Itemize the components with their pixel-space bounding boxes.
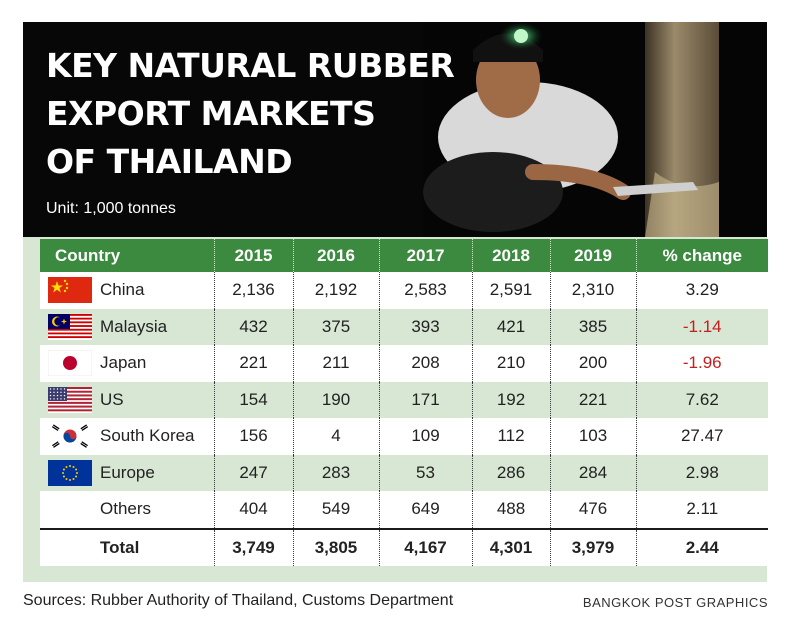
- value-cell: 375: [292, 308, 379, 345]
- table-row: Japan 221 211 208 210 200 -1.96: [40, 345, 768, 382]
- value-cell: 488: [471, 491, 550, 529]
- country-cell: Japan: [40, 345, 214, 382]
- column-header: Country: [40, 239, 214, 272]
- total-value: 3,805: [292, 527, 379, 566]
- header-row: Country 2015 2016 2017 2018 2019% change: [40, 239, 768, 272]
- value-cell: 2,583: [378, 272, 472, 309]
- value-cell: 112: [471, 418, 550, 455]
- value-cell: 154: [213, 381, 293, 418]
- country-cell: Malaysia: [40, 308, 214, 345]
- total-value: 3,979: [549, 527, 636, 566]
- source-note: Sources: Rubber Authority of Thailand, C…: [23, 592, 454, 609]
- japan-flag-icon: [48, 350, 92, 377]
- total-label: Total: [40, 527, 214, 566]
- column-header: 2016: [292, 239, 379, 272]
- country-cell: Others: [40, 491, 214, 529]
- country-name: South Korea: [100, 426, 195, 446]
- value-cell: 103: [549, 418, 636, 455]
- unit-label: Unit: 1,000 tonnes: [46, 200, 176, 217]
- table-row: China 2,136 2,192 2,583 2,591 2,310 3.29: [40, 272, 768, 309]
- total-value: 4,167: [378, 527, 472, 566]
- value-cell: 210: [471, 345, 550, 382]
- title-line-2: EXPORT MARKETS: [46, 94, 376, 133]
- value-cell: 221: [549, 381, 636, 418]
- total-value: 4,301: [471, 527, 550, 566]
- total-value: 3,749: [213, 527, 293, 566]
- table-row: Malaysia 432 375 393 421 385 -1.14: [40, 308, 768, 345]
- country-name: Others: [100, 499, 152, 519]
- value-cell: 2,136: [213, 272, 293, 309]
- value-cell: 286: [471, 454, 550, 491]
- column-header: 2017: [378, 239, 472, 272]
- total-label-text: Total: [100, 537, 140, 557]
- value-cell: 221: [213, 345, 293, 382]
- country-name: Malaysia: [100, 316, 168, 336]
- column-header: % change: [635, 239, 768, 272]
- pct-change-cell: 2.11: [635, 491, 768, 529]
- pct-change-cell: -1.14: [635, 308, 768, 345]
- pct-change-cell: -1.96: [635, 345, 768, 382]
- country-name: Japan: [100, 353, 147, 373]
- column-header: 2019: [549, 239, 636, 272]
- south-korea-flag-icon: [48, 423, 92, 450]
- total-pct-change: 2.44: [635, 527, 768, 566]
- value-cell: 432: [213, 308, 293, 345]
- value-cell: 171: [378, 381, 472, 418]
- table-row: Europe 247 283 53 286 284 2.98: [40, 454, 768, 491]
- country-name: China: [100, 280, 145, 300]
- chart-title: KEY NATURAL RUBBER EXPORT MARKETS OF THA…: [46, 42, 455, 186]
- value-cell: 211: [292, 345, 379, 382]
- country-name: Europe: [100, 462, 155, 482]
- title-line-3: OF THAILAND: [46, 142, 293, 181]
- rubber-tapper-photo: [423, 22, 767, 237]
- export-table: Country 2015 2016 2017 2018 2019% change Chin…: [40, 239, 768, 566]
- pct-change-cell: 7.62: [635, 381, 768, 418]
- value-cell: 156: [213, 418, 293, 455]
- country-cell: Europe: [40, 454, 214, 491]
- eu-flag-icon: [48, 459, 92, 486]
- value-cell: 284: [549, 454, 636, 491]
- table-body: China 2,136 2,192 2,583 2,591 2,310 3.29 Malays…: [40, 272, 768, 566]
- column-header: 2015: [213, 239, 293, 272]
- column-header: 2018: [471, 239, 550, 272]
- us-flag-icon: [48, 386, 92, 413]
- value-cell: 208: [378, 345, 472, 382]
- malaysia-flag-icon: [48, 313, 92, 340]
- pct-change-cell: 27.47: [635, 418, 768, 455]
- value-cell: 53: [378, 454, 472, 491]
- country-cell: China: [40, 272, 214, 309]
- value-cell: 109: [378, 418, 472, 455]
- table-row: Others 404 549 649 488 476 2.11: [40, 491, 768, 529]
- value-cell: 549: [292, 491, 379, 529]
- total-row: Total 3,749 3,805 4,167 4,301 3,979 2.44: [40, 527, 768, 566]
- value-cell: 2,591: [471, 272, 550, 309]
- china-flag-icon: [48, 277, 92, 304]
- value-cell: 2,310: [549, 272, 636, 309]
- infographic-card: KEY NATURAL RUBBER EXPORT MARKETS OF THA…: [23, 22, 768, 582]
- table-row: South Korea 156 4 109 112 103 27.47: [40, 418, 768, 455]
- value-cell: 4: [292, 418, 379, 455]
- country-cell: South Korea: [40, 418, 214, 455]
- value-cell: 476: [549, 491, 636, 529]
- pct-change-cell: 2.98: [635, 454, 768, 491]
- table-row: US 154 190 171 192 221 7.62: [40, 381, 768, 418]
- country-cell: US: [40, 381, 214, 418]
- value-cell: 649: [378, 491, 472, 529]
- value-cell: 2,192: [292, 272, 379, 309]
- title-line-1: KEY NATURAL RUBBER: [46, 46, 455, 85]
- value-cell: 393: [378, 308, 472, 345]
- value-cell: 385: [549, 308, 636, 345]
- title-banner: KEY NATURAL RUBBER EXPORT MARKETS OF THA…: [23, 22, 767, 237]
- value-cell: 421: [471, 308, 550, 345]
- country-name: US: [100, 389, 124, 409]
- pct-change-cell: 3.29: [635, 272, 768, 309]
- graphics-credit: BANGKOK POST GRAPHICS: [582, 595, 768, 610]
- value-cell: 283: [292, 454, 379, 491]
- value-cell: 404: [213, 491, 293, 529]
- value-cell: 247: [213, 454, 293, 491]
- value-cell: 192: [471, 381, 550, 418]
- value-cell: 190: [292, 381, 379, 418]
- value-cell: 200: [549, 345, 636, 382]
